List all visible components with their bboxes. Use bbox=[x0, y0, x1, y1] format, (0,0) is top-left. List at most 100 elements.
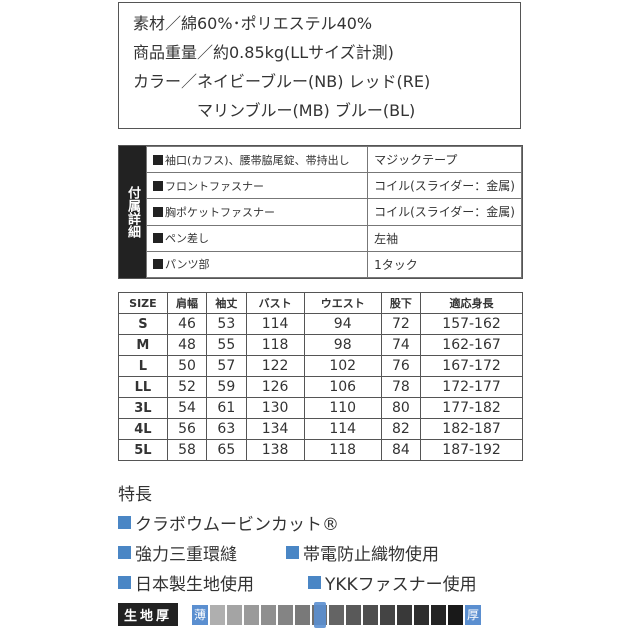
table-cell: 3L bbox=[118, 397, 168, 419]
color-text: カラー／ネイビーブルー(NB) レッド(RE) bbox=[133, 72, 431, 91]
table-cell: 114 bbox=[245, 313, 305, 335]
table-cell: 46 bbox=[166, 313, 208, 335]
accessory-item: ペン差し bbox=[145, 224, 369, 252]
table-cell: 130 bbox=[245, 397, 305, 419]
table-row: M 48 55 118 98 74 162-167 bbox=[118, 334, 523, 356]
accessory-item: 袖口(カフス)、腰帯脇尾錠、帯持出し bbox=[145, 145, 369, 174]
table-cell: 76 bbox=[380, 355, 422, 377]
feature-item: 強力三重環縫 bbox=[118, 540, 237, 565]
table-cell: 61 bbox=[206, 397, 247, 419]
table-cell: 82 bbox=[380, 418, 422, 440]
scale-cell bbox=[329, 604, 345, 625]
accessories-table: 付属詳細 袖口(カフス)、腰帯脇尾錠、帯持出し マジックテープフロントファスナー コ… bbox=[118, 145, 523, 279]
square-icon bbox=[153, 180, 163, 191]
accessory-value: コイル(スライダー：金属) bbox=[367, 172, 522, 200]
accessory-item-label: ペン差し bbox=[165, 232, 209, 246]
table-cell: 118 bbox=[303, 439, 382, 461]
scale-cell bbox=[431, 604, 447, 625]
thickness-scale bbox=[208, 601, 464, 628]
table-cell: 80 bbox=[380, 397, 422, 419]
table-cell: 122 bbox=[245, 355, 305, 377]
scale-cell bbox=[448, 604, 464, 625]
square-icon bbox=[286, 546, 299, 559]
table-cell: S bbox=[118, 313, 168, 335]
table-cell: 167-172 bbox=[420, 355, 523, 377]
table-cell: 55 bbox=[206, 334, 247, 356]
column-header: バスト bbox=[245, 292, 305, 314]
scale-cell bbox=[346, 604, 362, 625]
scale-cell bbox=[295, 604, 311, 625]
table-cell: 63 bbox=[206, 418, 247, 440]
square-icon bbox=[153, 206, 163, 217]
column-header: 袖丈 bbox=[206, 292, 247, 314]
scale-cell bbox=[380, 604, 396, 625]
table-cell: L bbox=[118, 355, 168, 377]
table-row: LL 52 59 126 106 78 172-177 bbox=[118, 376, 523, 398]
table-cell: 65 bbox=[206, 439, 247, 461]
accessory-item-label: 袖口(カフス)、腰帯脇尾錠、帯持出し bbox=[165, 153, 350, 167]
scale-cell bbox=[414, 604, 430, 625]
spec-box: 素材／綿60%･ポリエステル40% 商品重量／約0.85kg(LLサイズ計測) … bbox=[118, 2, 521, 129]
thin-label: 薄 bbox=[192, 604, 209, 625]
table-row: 4L 56 63 134 114 82 182-187 bbox=[118, 418, 523, 440]
scale-cell bbox=[244, 604, 260, 625]
features-title: 特長 bbox=[118, 485, 152, 505]
square-icon bbox=[308, 576, 321, 589]
feature-label: YKKファスナー使用 bbox=[325, 575, 477, 595]
table-cell: 48 bbox=[166, 334, 208, 356]
scale-cell bbox=[397, 604, 413, 625]
accessories-label: 付属詳細 bbox=[119, 146, 146, 278]
accessory-row: 胸ポケットファスナー コイル(スライダー：金属) bbox=[145, 198, 522, 226]
color-text-2: マリンブルー(MB) ブルー(BL) bbox=[133, 101, 416, 120]
scale-cell bbox=[227, 604, 243, 625]
scale-cell bbox=[210, 604, 226, 625]
feature-label: 日本製生地使用 bbox=[135, 575, 254, 595]
column-header: ウエスト bbox=[303, 292, 382, 314]
table-cell: 114 bbox=[303, 418, 382, 440]
accessory-row: フロントファスナー コイル(スライダー：金属) bbox=[145, 172, 522, 200]
square-icon bbox=[153, 259, 163, 270]
accessory-item-label: フロントファスナー bbox=[165, 179, 264, 193]
table-cell: 98 bbox=[303, 334, 382, 356]
table-cell: 59 bbox=[206, 376, 247, 398]
table-cell: 53 bbox=[206, 313, 247, 335]
table-row: 3L 54 61 130 110 80 177-182 bbox=[118, 397, 523, 419]
table-cell: 4L bbox=[118, 418, 168, 440]
feature-label: 強力三重環縫 bbox=[135, 545, 237, 565]
accessory-row: 袖口(カフス)、腰帯脇尾錠、帯持出し マジックテープ bbox=[145, 145, 522, 174]
table-cell: 118 bbox=[245, 334, 305, 356]
table-cell: 134 bbox=[245, 418, 305, 440]
table-cell: 138 bbox=[245, 439, 305, 461]
feature-item: 帯電防止織物使用 bbox=[286, 540, 439, 565]
table-cell: 52 bbox=[166, 376, 208, 398]
table-cell: 84 bbox=[380, 439, 422, 461]
feature-item: 日本製生地使用 bbox=[118, 570, 254, 595]
scale-cell bbox=[278, 604, 294, 625]
table-cell: M bbox=[118, 334, 168, 356]
thickness-marker bbox=[313, 601, 326, 628]
table-cell: 172-177 bbox=[420, 376, 523, 398]
table-cell: 56 bbox=[166, 418, 208, 440]
table-cell: 50 bbox=[166, 355, 208, 377]
table-row: L 50 57 122 102 76 167-172 bbox=[118, 355, 523, 377]
feature-label: クラボウムービンカット® bbox=[135, 515, 339, 535]
accessory-row: ペン差し 左袖 bbox=[145, 224, 522, 252]
accessory-value: 左袖 bbox=[367, 224, 522, 252]
table-cell: 126 bbox=[245, 376, 305, 398]
feature-item: YKKファスナー使用 bbox=[308, 570, 477, 595]
table-row: 5L 58 65 138 118 84 187-192 bbox=[118, 439, 523, 461]
table-cell: 182-187 bbox=[420, 418, 523, 440]
table-cell: 102 bbox=[303, 355, 382, 377]
table-cell: 110 bbox=[303, 397, 382, 419]
square-icon bbox=[153, 154, 163, 165]
table-cell: 5L bbox=[118, 439, 168, 461]
accessory-item: 胸ポケットファスナー bbox=[145, 198, 369, 226]
column-header: 肩幅 bbox=[166, 292, 208, 314]
feature-item: クラボウムービンカット® bbox=[118, 510, 339, 535]
table-cell: 54 bbox=[166, 397, 208, 419]
table-cell: 72 bbox=[380, 313, 422, 335]
table-cell: 162-167 bbox=[420, 334, 523, 356]
column-header: 適応身長 bbox=[420, 292, 523, 314]
accessory-item-label: 胸ポケットファスナー bbox=[165, 205, 275, 219]
table-cell: 106 bbox=[303, 376, 382, 398]
